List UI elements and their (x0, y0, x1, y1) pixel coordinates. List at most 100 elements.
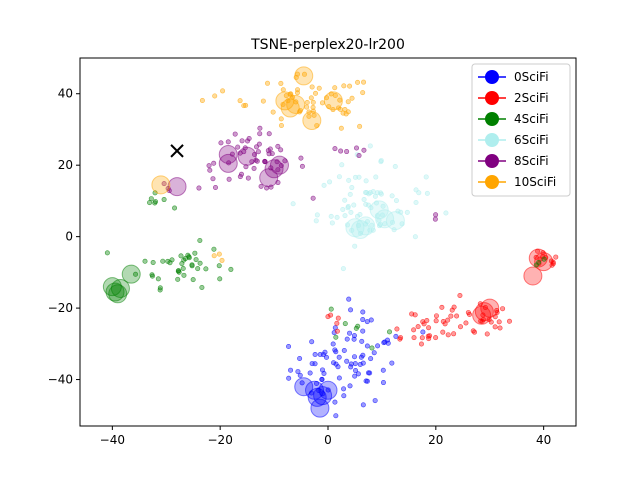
legend-label: 2SciFi (514, 91, 549, 105)
data-point (319, 376, 325, 382)
legend-label: 10SciFi (514, 175, 556, 189)
data-point (314, 212, 320, 218)
data-point (346, 177, 352, 183)
data-point (307, 370, 313, 376)
data-point (344, 336, 350, 342)
data-point (278, 147, 284, 153)
data-point (349, 185, 355, 191)
data-point (251, 165, 257, 171)
y-tick-label: −40 (48, 373, 73, 387)
data-point (347, 383, 353, 389)
data-point (328, 312, 334, 318)
centroid-point (237, 146, 257, 166)
data-point (246, 136, 252, 142)
legend-item: 0SciFi (478, 70, 549, 84)
legend-item: 2SciFi (478, 91, 549, 105)
data-point (351, 202, 357, 208)
data-point (286, 343, 292, 349)
x-tick-label: 40 (536, 433, 551, 447)
data-point (424, 190, 430, 196)
data-point (329, 220, 335, 226)
data-point (104, 250, 110, 256)
centroid-point (356, 216, 376, 236)
data-point (189, 263, 195, 269)
data-point (258, 183, 264, 189)
legend-marker (485, 91, 499, 105)
data-point (380, 380, 386, 386)
centroid-point (294, 377, 314, 397)
data-point (301, 71, 307, 77)
data-point (472, 329, 478, 335)
data-point (197, 260, 203, 266)
x-marker (170, 144, 184, 158)
data-point (195, 266, 201, 272)
data-point (355, 79, 361, 85)
centroid-point (369, 200, 389, 220)
data-point (342, 197, 348, 203)
data-point (418, 341, 424, 347)
data-point (333, 334, 339, 340)
data-point (349, 95, 355, 101)
data-point (306, 113, 312, 119)
data-point (206, 163, 212, 169)
data-point (192, 250, 198, 256)
centroid-point (105, 282, 125, 302)
data-point (334, 320, 340, 326)
data-point (335, 315, 341, 321)
data-point (411, 335, 417, 341)
data-point (243, 102, 249, 108)
data-point (454, 313, 460, 319)
data-point (506, 318, 512, 324)
data-point (241, 103, 247, 109)
data-point (361, 147, 367, 153)
data-point (352, 174, 358, 180)
data-point (348, 361, 354, 367)
series-0SciFi (286, 296, 426, 419)
data-point (365, 202, 371, 208)
centroid-point (259, 168, 279, 188)
data-point (321, 182, 327, 188)
data-point (220, 88, 226, 94)
data-point (226, 176, 232, 182)
data-point (147, 200, 153, 206)
centroid-point (534, 252, 554, 272)
plot-points (102, 66, 559, 419)
centroid-point (218, 153, 238, 173)
data-point (351, 354, 357, 360)
data-point (360, 317, 366, 323)
data-point (392, 163, 398, 169)
data-point (360, 352, 366, 358)
data-point (212, 185, 218, 191)
centroid-point (302, 111, 322, 131)
data-point (325, 387, 331, 393)
data-point (257, 131, 263, 137)
data-point (466, 311, 472, 317)
data-point (275, 143, 281, 149)
centroid-point (385, 211, 405, 231)
data-point (180, 265, 186, 271)
data-point (338, 125, 344, 131)
data-point (359, 338, 365, 344)
data-point (199, 284, 205, 290)
data-point (341, 347, 347, 353)
data-point (169, 257, 175, 263)
x-tick-label: −40 (100, 433, 125, 447)
data-point (288, 367, 294, 373)
data-point (442, 321, 448, 327)
data-point (313, 90, 319, 96)
data-point (334, 328, 340, 334)
data-point (245, 138, 251, 144)
y-tick-label: 20 (58, 158, 73, 172)
legend-label: 8SciFi (514, 154, 549, 168)
data-point (196, 185, 202, 191)
data-point (266, 131, 272, 137)
data-point (172, 205, 178, 211)
data-point (369, 222, 375, 228)
data-point (419, 335, 425, 341)
data-point (533, 262, 539, 268)
data-point (239, 138, 245, 144)
data-point (153, 199, 159, 205)
centroid-point (318, 380, 338, 400)
data-point (283, 93, 289, 99)
data-point (351, 336, 357, 342)
